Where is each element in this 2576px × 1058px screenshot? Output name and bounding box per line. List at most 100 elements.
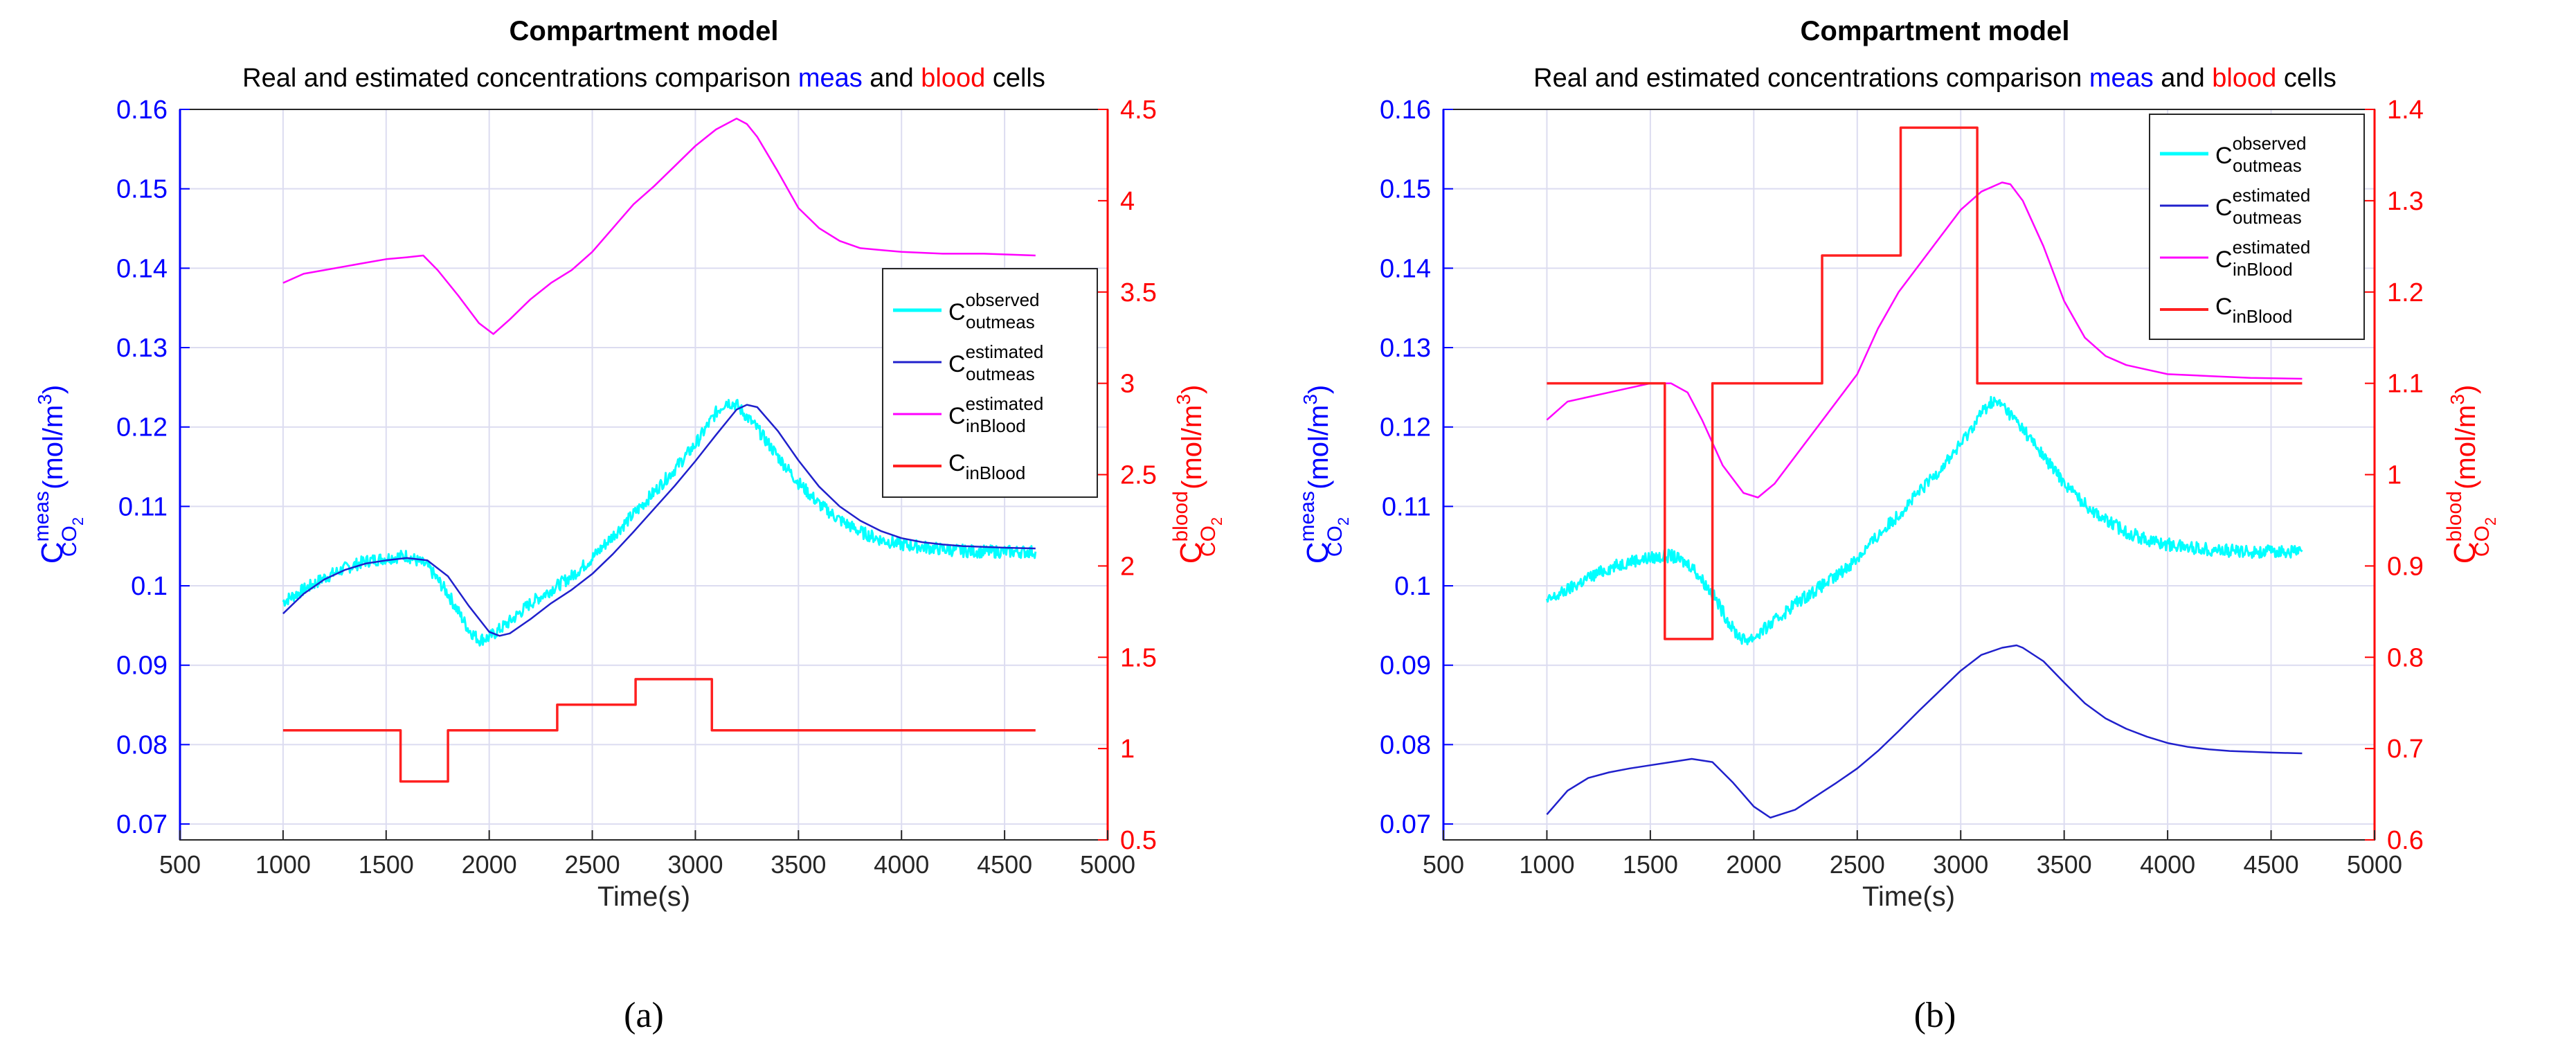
yl-sup: meas <box>1296 491 1319 541</box>
x-tick-label: 3500 <box>2037 850 2092 879</box>
series-c-observed-outmeas <box>282 399 1037 647</box>
y-left-tick-label: 0.1 <box>131 572 168 601</box>
subtitle-and: and <box>863 64 921 93</box>
yr-sub: CO <box>2471 526 2494 557</box>
y-right-tick-label: 1.2 <box>2387 278 2424 307</box>
y-left-tick-label: 0.15 <box>116 175 168 204</box>
yr-unit: (mol/m <box>2451 405 2481 490</box>
y-right-tick-label: 0.6 <box>2387 826 2424 855</box>
series-c-estimated-inblood <box>1546 181 2303 499</box>
y-left-axis-label: Cmeas CO2 (mol/m3) <box>30 385 87 564</box>
y-right-tick-label: 0.7 <box>2387 735 2424 764</box>
x-tick-label: 1000 <box>255 850 311 879</box>
y-left-tick-label: 0.16 <box>116 96 168 125</box>
x-axis-label: Time(s) <box>597 881 690 912</box>
chart-title: Compartment model <box>510 16 779 46</box>
yl-main: C <box>35 541 69 564</box>
y-left-ticks: 0.07 0.08 0.09 0.1 0.11 0.12 0.13 0.14 0.15 0.16 <box>116 96 190 839</box>
y-right-tick-label: 1.3 <box>2387 187 2424 216</box>
y-left-tick-label: 0.11 <box>1382 492 1431 521</box>
subtitle-blood: blood <box>2212 64 2276 93</box>
x-tick-label: 3500 <box>771 850 826 879</box>
y-left-tick-label: 0.15 <box>1380 175 1431 204</box>
y-left-tick-label: 0.07 <box>116 810 168 839</box>
y-right-tick-label: 4 <box>1120 187 1135 216</box>
y-left-tick-label: 0.13 <box>1380 334 1431 363</box>
plot-lines <box>1545 126 2303 819</box>
y-right-ticks: 0.6 0.7 0.8 0.9 1 1.1 1.2 1.3 1.4 <box>2365 96 2424 855</box>
yr-unit-sup: 3 <box>2447 394 2468 405</box>
panel-caption: (b) <box>1914 996 1956 1035</box>
legend: Cobserved outmeas Cestimated outmeas Cesti… <box>2149 114 2365 340</box>
legend-label: Cestimated outmeas <box>2215 185 2310 228</box>
legend-box <box>882 268 1098 498</box>
yr-close: ) <box>1177 385 1207 394</box>
y-left-tick-label: 0.1 <box>1394 572 1431 601</box>
y-left-axis-label: Cmeas CO2 (mol/m3) <box>1296 385 1352 564</box>
y-right-tick-label: 2 <box>1120 552 1135 581</box>
x-tick-label: 5000 <box>1080 850 1135 879</box>
x-tick-label: 4500 <box>977 850 1032 879</box>
legend-label: Cestimated outmeas <box>948 341 1043 384</box>
legend-entry: Cobserved outmeas <box>2160 133 2307 176</box>
x-tick-label: 4000 <box>874 850 929 879</box>
x-tick-label: 1500 <box>1623 850 1678 879</box>
yl-close: ) <box>38 385 69 394</box>
y-right-tick-label: 1 <box>2387 461 2402 490</box>
x-tick-label: 3000 <box>667 850 723 879</box>
x-tick-label: 2500 <box>1830 850 1885 879</box>
yr-sub2: 2 <box>1208 517 1225 526</box>
y-left-tick-label: 0.07 <box>1380 810 1431 839</box>
yl-unit-sup: 3 <box>34 394 55 405</box>
legend-label: Cobserved outmeas <box>948 289 1040 332</box>
subtitle-suffix: cells <box>985 64 1045 93</box>
legend-entry: CinBlood <box>2160 294 2292 327</box>
x-tick-label: 5000 <box>2347 850 2402 879</box>
legend-entry: Cestimated outmeas <box>893 341 1043 384</box>
subtitle-and: and <box>2154 64 2213 93</box>
chart-subtitle: Real and estimated concentrations compar… <box>242 64 1045 93</box>
y-left-tick-label: 0.14 <box>116 254 168 283</box>
y-left-tick-label: 0.12 <box>116 413 168 442</box>
legend-label: Cobserved outmeas <box>2215 133 2307 176</box>
yr-unit: (mol/m <box>1177 405 1207 490</box>
y-right-tick-label: 1.4 <box>2387 96 2424 125</box>
y-left-tick-label: 0.08 <box>116 730 168 760</box>
y-right-tick-label: 1.5 <box>1120 643 1157 672</box>
yl-unit: (mol/m <box>1304 405 1334 490</box>
panel-a: Compartment model Real and estimated con… <box>30 16 1225 1035</box>
yl-sub: CO <box>58 526 81 557</box>
x-tick-label: 4000 <box>2140 850 2195 879</box>
yr-sup: blood <box>1169 491 1192 541</box>
y-left-tick-label: 0.11 <box>118 492 168 521</box>
y-right-tick-label: 0.9 <box>2387 552 2424 581</box>
legend-entry: CinBlood <box>893 450 1025 483</box>
series-c-estimated-inblood <box>282 117 1036 335</box>
y-right-tick-label: 3.5 <box>1120 278 1157 307</box>
series-c-estimated-outmeas <box>1546 644 2303 819</box>
yr-unit-sup: 3 <box>1173 394 1194 405</box>
y-left-tick-label: 0.09 <box>116 652 168 681</box>
y-right-tick-label: 0.5 <box>1120 826 1157 855</box>
legend-label: Cestimated inBlood <box>2215 237 2310 280</box>
x-tick-label: 4500 <box>2244 850 2299 879</box>
subtitle-prefix: Real and estimated concentrations compar… <box>1533 64 2089 93</box>
legend: Cobserved outmeas Cestimated outmeas Cesti… <box>882 268 1098 498</box>
x-tick-label: 3000 <box>1933 850 1988 879</box>
yl-close: ) <box>1304 385 1334 394</box>
subtitle-blood: blood <box>921 64 985 93</box>
yr-sup: blood <box>2443 491 2466 541</box>
legend-entry: Cestimated outmeas <box>2160 185 2310 228</box>
x-tick-label: 1000 <box>1519 850 1574 879</box>
yl-sup: meas <box>30 491 53 541</box>
x-tick-label: 2000 <box>1726 850 1781 879</box>
series-c-inblood <box>282 678 1036 783</box>
series-c-observed-outmeas <box>1545 395 2303 645</box>
x-tick-label: 2000 <box>462 850 517 879</box>
yl-sub: CO <box>1324 526 1346 557</box>
panel-caption: (a) <box>624 996 664 1035</box>
y-right-axis-label: Cblood CO2 (mol/m3) <box>1169 385 1225 564</box>
x-tick-label: 500 <box>159 850 201 879</box>
y-left-ticks: 0.07 0.08 0.09 0.1 0.11 0.12 0.13 0.14 0.15 0.16 <box>1380 96 1453 839</box>
